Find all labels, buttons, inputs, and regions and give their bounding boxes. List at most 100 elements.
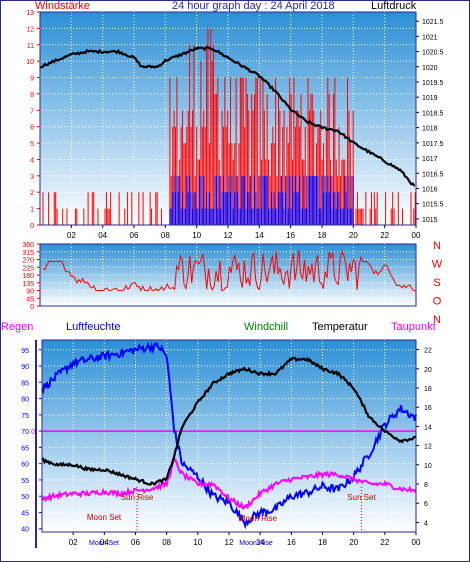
x-tick-label-bottom: 04 bbox=[100, 538, 109, 547]
temperature-tick-label: 8 bbox=[424, 482, 428, 489]
sun-rise-label: Sun Rise bbox=[121, 493, 154, 502]
x-tick-label-top: 10 bbox=[192, 231, 201, 240]
wind-tick-label: 12 bbox=[26, 26, 34, 33]
rain-title: Regen bbox=[1, 321, 34, 333]
wind-tick-label: 13 bbox=[26, 10, 34, 17]
pressure-tick-label: 1016.5 bbox=[422, 171, 444, 178]
temperature-tick-label: 14 bbox=[424, 424, 432, 431]
pressure-line bbox=[39, 46, 416, 187]
x-tick-label-bottom: 20 bbox=[349, 538, 358, 547]
x-tick-label-top: 20 bbox=[349, 231, 358, 240]
moon-rise-label: Moon Rise bbox=[239, 514, 278, 523]
x-tick-label-bottom: 00 bbox=[412, 538, 421, 547]
windchill-title: Windchill bbox=[244, 321, 289, 333]
compass-label: N bbox=[433, 314, 441, 326]
direction-tick-label: 45 bbox=[26, 296, 34, 303]
x-tick-label-top: 08 bbox=[161, 231, 170, 240]
direction-tick-label: 90 bbox=[26, 289, 34, 296]
direction-tick-label: 360 bbox=[22, 242, 34, 249]
humidity-tick-label: 65 bbox=[21, 445, 29, 452]
direction-tick-label: 315 bbox=[22, 250, 34, 257]
humidity-tick-label: 85 bbox=[21, 380, 29, 387]
pressure-tick-label: 1020 bbox=[422, 65, 438, 72]
pressure-tick-label: 1015 bbox=[422, 217, 438, 224]
temperature-tick-label: 20 bbox=[424, 367, 432, 374]
humidity-title: Luftfeuchte bbox=[66, 321, 121, 333]
rain-tick-label: 0 bbox=[31, 429, 35, 436]
x-tick-label-bottom: 06 bbox=[131, 538, 140, 547]
wind-tick-label: 6 bbox=[30, 125, 34, 132]
x-tick-label-bottom: 18 bbox=[318, 538, 327, 547]
x-tick-label-top: 12 bbox=[224, 231, 233, 240]
humidity-tick-label: 45 bbox=[21, 510, 29, 517]
temperature-tick-label: 12 bbox=[424, 444, 432, 451]
moon-set-axis-label: Moon Set bbox=[89, 540, 119, 547]
wind-tick-label: 2 bbox=[30, 190, 34, 197]
pressure-tick-label: 1021.5 bbox=[422, 19, 444, 26]
humidity-tick-label: 80 bbox=[21, 397, 29, 404]
x-tick-label-top: 14 bbox=[255, 231, 264, 240]
pressure-title: Luftdruck bbox=[371, 0, 417, 12]
wind-tick-label: 11 bbox=[27, 43, 34, 50]
wind-tick-label: 5 bbox=[30, 141, 34, 148]
humidity-tick-label: 50 bbox=[21, 494, 29, 501]
pressure-tick-label: 1020.5 bbox=[422, 50, 444, 57]
x-tick-label-top: 00 bbox=[412, 231, 421, 240]
dewpoint-line bbox=[41, 458, 417, 510]
pressure-tick-label: 1015.5 bbox=[422, 202, 444, 209]
temperature-tick-label: 6 bbox=[424, 501, 428, 508]
moon-set-label: Moon Set bbox=[87, 513, 122, 522]
pressure-tick-label: 1018.5 bbox=[422, 110, 444, 117]
temperature-tick-label: 22 bbox=[424, 348, 432, 355]
pressure-tick-label: 1019.5 bbox=[422, 80, 444, 87]
humidity-tick-label: 95 bbox=[21, 348, 29, 355]
pressure-tick-label: 1019 bbox=[422, 95, 438, 102]
x-tick-label-bottom: 16 bbox=[287, 538, 296, 547]
wind-tick-label: 9 bbox=[30, 76, 34, 83]
wind-tick-label: 1 bbox=[30, 207, 34, 214]
direction-tick-label: 0 bbox=[30, 304, 34, 311]
humidity-tick-label: 75 bbox=[21, 413, 29, 420]
dewpoint-title: Taupunkt bbox=[391, 321, 436, 333]
x-tick-label-bottom: 08 bbox=[162, 538, 171, 547]
wind-tick-label: 8 bbox=[30, 92, 34, 99]
panel-border-2 bbox=[39, 243, 417, 307]
direction-tick-label: 180 bbox=[22, 273, 34, 280]
direction-tick-label: 270 bbox=[22, 258, 34, 265]
temperature-tick-label: 16 bbox=[424, 405, 432, 412]
wind-speed-title: Windstärke bbox=[35, 0, 91, 12]
humidity-tick-label: 40 bbox=[21, 527, 29, 534]
compass-label: W bbox=[432, 259, 443, 271]
wind-tick-label: 3 bbox=[30, 174, 34, 181]
humidity-tick-label: 55 bbox=[21, 478, 29, 485]
x-tick-label-top: 02 bbox=[67, 231, 76, 240]
x-tick-label-top: 06 bbox=[130, 231, 139, 240]
x-tick-label-bottom: 10 bbox=[193, 538, 202, 547]
humidity-tick-label: 90 bbox=[21, 364, 29, 371]
direction-tick-label: 225 bbox=[22, 265, 34, 272]
x-tick-label-top: 22 bbox=[380, 231, 389, 240]
x-tick-label-bottom: 22 bbox=[380, 538, 389, 547]
pressure-tick-label: 1018 bbox=[422, 126, 438, 133]
wind-tick-label: 7 bbox=[30, 108, 34, 115]
x-tick-label-top: 04 bbox=[98, 231, 107, 240]
compass-label: O bbox=[433, 296, 442, 308]
panel-border-1 bbox=[39, 11, 417, 226]
temperature-tick-label: 4 bbox=[424, 520, 428, 527]
temperature-tick-label: 18 bbox=[424, 386, 432, 393]
chart-title: 24 hour graph day : 24 April 2018 bbox=[172, 0, 335, 12]
pressure-tick-label: 1017 bbox=[422, 156, 438, 163]
temperature-title: Temperatur bbox=[312, 321, 368, 333]
x-tick-label-bottom: 12 bbox=[225, 538, 234, 547]
compass-label: N bbox=[433, 240, 441, 252]
x-tick-label-bottom: 02 bbox=[69, 538, 78, 547]
x-tick-label-bottom: 14 bbox=[256, 538, 265, 547]
wind-tick-label: 10 bbox=[26, 59, 34, 66]
x-tick-label-top: 16 bbox=[286, 231, 295, 240]
direction-tick-label: 135 bbox=[22, 281, 34, 288]
wind-tick-label: 4 bbox=[30, 157, 34, 164]
panel-border-3 bbox=[41, 339, 417, 533]
temperature-line bbox=[41, 356, 417, 486]
sun-set-label: Sun Set bbox=[347, 493, 376, 502]
